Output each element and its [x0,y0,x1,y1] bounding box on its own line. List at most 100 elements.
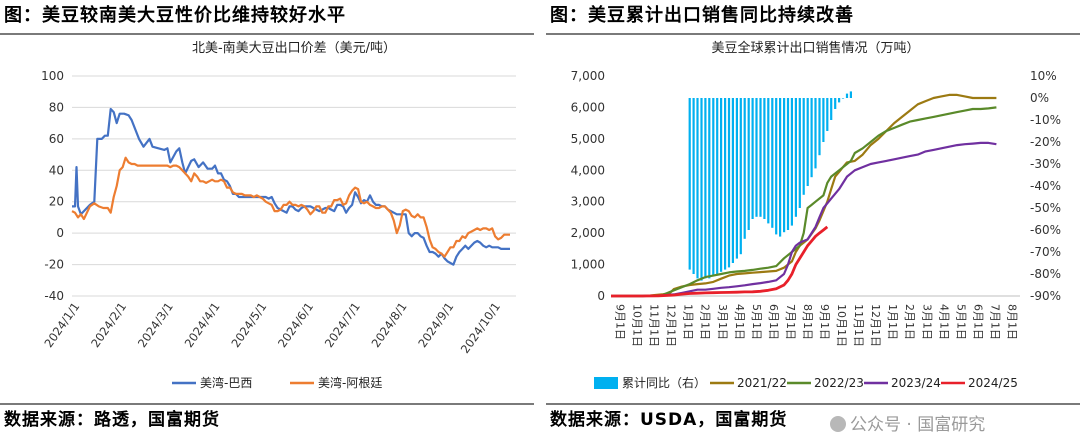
chart2-y2-tick: -60% [1030,223,1061,237]
chart2-y-tick: 7,000 [571,69,605,83]
chart2-y2-tick: -10% [1030,113,1061,127]
chart2-y2-tick: -90% [1030,289,1061,303]
chart2-bar [830,98,833,120]
chart2-legend-label: 2024/25 [968,376,1018,390]
left-top-rule [0,33,534,35]
chart2-x-tick: 12月1日 [869,304,882,347]
chart2-bar [696,98,699,279]
chart2-x-tick: 8月1日 [801,304,814,340]
chart2-bar [783,98,786,233]
chart2-bar [767,98,770,224]
chart1-x-tick: 2024/8/1 [369,300,410,350]
chart2-y-tick: 5,000 [571,132,605,146]
chart2-bar [688,98,691,270]
left-panel: 图：美豆较南美大豆性价比维持较好水平 北美-南美大豆出口价差（美元/吨） 100 8… [0,0,534,436]
chart2-bar [692,98,695,274]
chart2-legend-label: 2023/24 [891,376,941,390]
chart1-x-tick: 2024/3/1 [135,300,176,350]
chart1-y-tick: -20 [44,258,64,272]
chart2-bar [712,98,715,277]
chart2-bar [704,98,707,279]
chart2-y-tick: 4,000 [571,163,605,177]
chart2-bar [771,98,774,228]
chart2-x-tick: 10月1日 [835,304,848,347]
chart2-bar [790,98,793,226]
chart2-series-line [611,141,997,298]
chart2-y2-tick: 0% [1030,91,1049,105]
chart2-bar [731,98,734,263]
chart1-x-tick: 2024/7/1 [322,300,363,350]
chart1-y-tick: 80 [49,100,64,114]
chart1-x-tick: 2024/4/1 [182,300,223,350]
right-panel-heading: 图：美豆累计出口销售同比持续改善 [550,5,854,26]
chart1-x-tick: 2024/9/1 [415,300,456,350]
price-spread-chart: 北美-南美大豆出口价差（美元/吨）100806040200-20-402024/… [41,40,516,390]
chart2-bar [834,98,837,109]
chart2-bar [802,98,805,195]
chart2-bar [755,98,758,217]
chart1-series-line [71,156,510,258]
chart2-x-tick: 12月1日 [665,304,678,347]
chart1-y-tick: 100 [41,69,64,83]
chart1-y-tick: -40 [44,289,64,303]
chart2-bar [775,98,778,235]
chart2-y2-tick: -80% [1030,267,1061,281]
chart1-series-line [72,107,510,266]
chart2-x-tick: 8月1日 [1005,304,1018,340]
chart2-y2-tick: 10% [1030,69,1057,83]
chart1-legend-label: 美湾-阿根廷 [318,375,382,390]
chart2-bar [849,91,852,98]
chart2-bar [743,98,746,239]
wechat-icon [830,416,846,432]
chart2-series-line [611,225,829,298]
chart2-x-tick: 5月1日 [954,304,967,340]
chart2-bar [700,98,703,281]
chart2-x-tick: 9月1日 [818,304,831,340]
chart2-x-tick: 5月1日 [750,304,763,340]
chart2-x-tick: 1月1日 [886,304,899,340]
chart2-bar [751,98,754,219]
chart2-x-tick: 4月1日 [733,304,746,340]
chart2-x-tick: 7月1日 [988,304,1001,340]
chart2-y2-tick: -70% [1030,245,1061,259]
chart2-bar [798,98,801,208]
chart1-title: 北美-南美大豆出口价差（美元/吨） [192,40,396,56]
chart2-x-tick: 1月1日 [682,304,695,340]
chart2-y-tick: 3,000 [571,195,605,209]
chart2-legend-label: 2021/22 [737,376,787,390]
chart2-bar [779,98,782,237]
chart2-x-tick: 11月1日 [648,304,661,347]
chart2-legend-label: 累计同比（右） [622,375,706,390]
chart2-y-tick: 0 [597,289,605,303]
chart2-y2-tick: -50% [1030,201,1061,215]
export-sales-chart: 美豆全球累计出口销售情况（万吨） 7,000 6,000 5,000 4,000 3,00… [571,40,1061,390]
chart2-bar [720,98,723,272]
chart1-y-tick: 0 [56,226,64,240]
chart2-x-tick: 3月1日 [716,304,729,340]
chart2-y-tick: 6,000 [571,100,605,114]
chart1-y-tick: 40 [49,163,64,177]
chart2-bar [759,98,762,217]
left-panel-source: 数据来源：路透，国富期货 [4,410,220,430]
chart2-bar [747,98,750,230]
chart2-bar [814,98,817,169]
chart2-bar [838,98,841,103]
chart2-x-tick: 2月1日 [903,304,916,340]
chart1-x-tick: 2024/2/1 [88,300,129,350]
chart2-bar [822,98,825,142]
chart2-bar [818,98,821,156]
chart2-legend-swatch [594,377,618,389]
chart2-title: 美豆全球累计出口销售情况（万吨） [711,40,919,56]
chart2-series-line [611,106,997,298]
chart2-y-tick: 1,000 [571,258,605,272]
chart2-bar [735,98,738,259]
chart2-bar [810,98,813,178]
left-bottom-rule [0,403,534,405]
chart2-bar [727,98,731,268]
chart2-y-tick: 2,000 [571,226,605,240]
right-panel: 图：美豆累计出口销售同比持续改善 美豆全球累计出口销售情况（万吨） 7,000 6,… [546,0,1080,436]
chart2-bar [794,98,797,217]
right-panel-source: 数据来源：USDA，国富期货 [550,410,788,430]
watermark: 公众号 · 国富研究 [830,410,985,435]
watermark-text: 公众号 · 国富研究 [850,415,986,435]
